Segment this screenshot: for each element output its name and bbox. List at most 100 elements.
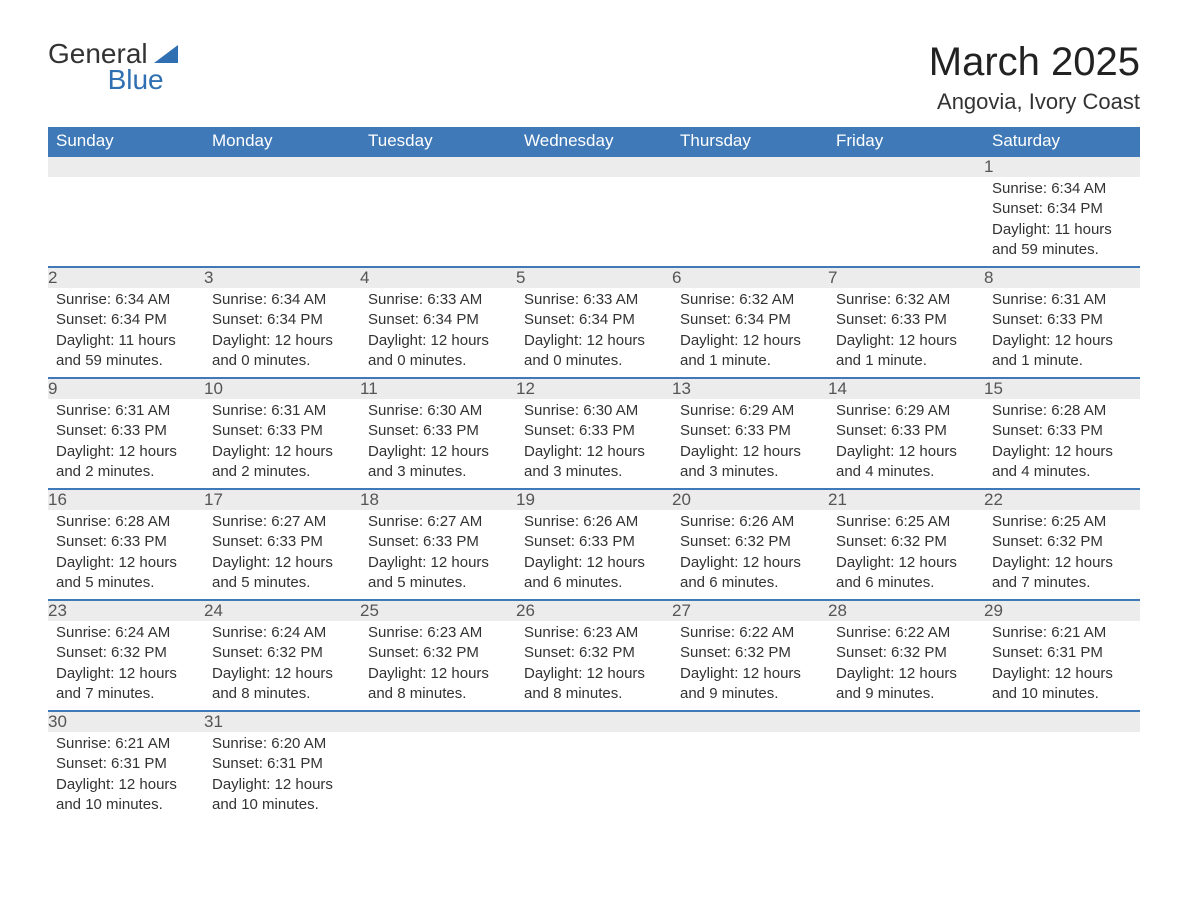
sunrise-line: Sunrise: 6:27 AM <box>212 512 352 532</box>
day-number-cell: 27 <box>672 600 828 621</box>
sunrise-line: Sunrise: 6:30 AM <box>524 401 664 421</box>
day-data-cell: Sunrise: 6:29 AMSunset: 6:33 PMDaylight:… <box>828 399 984 489</box>
weekday-header: Saturday <box>984 127 1140 156</box>
sunset-line: Sunset: 6:31 PM <box>56 754 196 774</box>
day-number-cell: 7 <box>828 267 984 288</box>
day-data-cell: Sunrise: 6:34 AMSunset: 6:34 PMDaylight:… <box>984 177 1140 267</box>
day-data-cell <box>360 732 516 821</box>
day-number-cell <box>672 156 828 177</box>
sunrise-line: Sunrise: 6:27 AM <box>368 512 508 532</box>
sunset-line: Sunset: 6:34 PM <box>212 310 352 330</box>
day-number-cell: 8 <box>984 267 1140 288</box>
day-data-cell: Sunrise: 6:33 AMSunset: 6:34 PMDaylight:… <box>516 288 672 378</box>
day-data-cell: Sunrise: 6:31 AMSunset: 6:33 PMDaylight:… <box>984 288 1140 378</box>
day-data-cell <box>360 177 516 267</box>
sunrise-line: Sunrise: 6:32 AM <box>680 290 820 310</box>
brand-logo: General Blue <box>48 40 178 94</box>
sunset-line: Sunset: 6:33 PM <box>680 421 820 441</box>
day-data-cell <box>516 177 672 267</box>
day-number-cell: 26 <box>516 600 672 621</box>
day-data-cell: Sunrise: 6:32 AMSunset: 6:33 PMDaylight:… <box>828 288 984 378</box>
day-data-cell: Sunrise: 6:22 AMSunset: 6:32 PMDaylight:… <box>828 621 984 711</box>
sunrise-line: Sunrise: 6:32 AM <box>836 290 976 310</box>
sunrise-line: Sunrise: 6:22 AM <box>680 623 820 643</box>
day-number-cell: 29 <box>984 600 1140 621</box>
day-number-cell: 4 <box>360 267 516 288</box>
brand-bottom-text: Blue <box>48 66 178 94</box>
day-data-cell: Sunrise: 6:24 AMSunset: 6:32 PMDaylight:… <box>204 621 360 711</box>
day-number-cell: 24 <box>204 600 360 621</box>
week-data-row: Sunrise: 6:28 AMSunset: 6:33 PMDaylight:… <box>48 510 1140 600</box>
sunrise-line: Sunrise: 6:34 AM <box>212 290 352 310</box>
day-number-cell: 13 <box>672 378 828 399</box>
sunset-line: Sunset: 6:34 PM <box>56 310 196 330</box>
sunset-line: Sunset: 6:33 PM <box>56 421 196 441</box>
sunrise-line: Sunrise: 6:23 AM <box>524 623 664 643</box>
daylight-line: Daylight: 12 hours and 8 minutes. <box>524 664 664 705</box>
sunrise-line: Sunrise: 6:24 AM <box>56 623 196 643</box>
sunset-line: Sunset: 6:33 PM <box>56 532 196 552</box>
sunset-line: Sunset: 6:33 PM <box>992 421 1132 441</box>
sunrise-line: Sunrise: 6:30 AM <box>368 401 508 421</box>
sunset-line: Sunset: 6:33 PM <box>992 310 1132 330</box>
day-number-cell: 10 <box>204 378 360 399</box>
weekday-header: Friday <box>828 127 984 156</box>
day-data-cell <box>828 732 984 821</box>
day-number-cell <box>516 156 672 177</box>
sunset-line: Sunset: 6:33 PM <box>836 310 976 330</box>
day-data-cell: Sunrise: 6:20 AMSunset: 6:31 PMDaylight:… <box>204 732 360 821</box>
day-number-cell: 17 <box>204 489 360 510</box>
location-subtitle: Angovia, Ivory Coast <box>929 89 1140 115</box>
day-number-cell: 14 <box>828 378 984 399</box>
day-data-cell: Sunrise: 6:25 AMSunset: 6:32 PMDaylight:… <box>984 510 1140 600</box>
day-data-cell <box>984 732 1140 821</box>
day-number-cell: 22 <box>984 489 1140 510</box>
day-number-cell <box>828 156 984 177</box>
week-number-row: 23242526272829 <box>48 600 1140 621</box>
day-data-cell: Sunrise: 6:29 AMSunset: 6:33 PMDaylight:… <box>672 399 828 489</box>
week-number-row: 16171819202122 <box>48 489 1140 510</box>
day-number-cell: 3 <box>204 267 360 288</box>
sunrise-line: Sunrise: 6:34 AM <box>56 290 196 310</box>
page-header: General Blue March 2025 Angovia, Ivory C… <box>48 40 1140 115</box>
week-data-row: Sunrise: 6:24 AM Sunset: 6:32 PM Daylight:… <box>48 621 1140 711</box>
week-number-row: 2345678 <box>48 267 1140 288</box>
day-number-cell: 31 <box>204 711 360 732</box>
sunrise-line: Sunrise: 6:23 AM <box>368 623 508 643</box>
sunrise-line: Sunrise: 6:24 AM <box>212 623 352 643</box>
daylight-line: Daylight: 12 hours and 9 minutes. <box>836 664 976 705</box>
day-number-cell: 20 <box>672 489 828 510</box>
sunset-line: Sunset: 6:33 PM <box>524 421 664 441</box>
day-number-cell: 30 <box>48 711 204 732</box>
sunrise-line: Sunrise: 6:31 AM <box>992 290 1132 310</box>
day-number-cell: 15 <box>984 378 1140 399</box>
day-data-cell: Sunrise: 6:25 AMSunset: 6:32 PMDaylight:… <box>828 510 984 600</box>
daylight-line: Daylight: 12 hours and 7 minutes. <box>992 553 1132 594</box>
daylight-line: Daylight: 12 hours and 3 minutes. <box>368 442 508 483</box>
day-data-cell <box>672 177 828 267</box>
daylight-line: Daylight: 12 hours and 4 minutes. <box>836 442 976 483</box>
day-data-cell: Sunrise: 6:27 AMSunset: 6:33 PMDaylight:… <box>204 510 360 600</box>
day-data-cell: Sunrise: 6:28 AMSunset: 6:33 PMDaylight:… <box>984 399 1140 489</box>
sunset-line: Sunset: 6:32 PM <box>680 643 820 663</box>
day-data-cell: Sunrise: 6:21 AMSunset: 6:31 PMDaylight:… <box>48 732 204 821</box>
daylight-line: Daylight: 12 hours and 10 minutes. <box>56 775 196 816</box>
day-number-cell: 21 <box>828 489 984 510</box>
day-data-cell <box>204 177 360 267</box>
calendar-table: SundayMondayTuesdayWednesdayThursdayFrid… <box>48 127 1140 821</box>
daylight-line: Daylight: 12 hours and 8 minutes. <box>212 664 352 705</box>
day-data-cell: Sunrise: 6:33 AMSunset: 6:34 PMDaylight:… <box>360 288 516 378</box>
day-data-cell: Sunrise: 6:26 AMSunset: 6:32 PMDaylight:… <box>672 510 828 600</box>
sunrise-line: Sunrise: 6:33 AM <box>368 290 508 310</box>
week-data-row: Sunrise: 6:34 AMSunset: 6:34 PMDaylight:… <box>48 288 1140 378</box>
daylight-line: Daylight: 12 hours and 8 minutes. <box>368 664 508 705</box>
sunset-line: Sunset: 6:31 PM <box>212 754 352 774</box>
day-data-cell: Sunrise: 6:26 AMSunset: 6:33 PMDaylight:… <box>516 510 672 600</box>
day-number-cell: 11 <box>360 378 516 399</box>
sunset-line: Sunset: 6:33 PM <box>836 421 976 441</box>
day-data-cell: Sunrise: 6:32 AMSunset: 6:34 PMDaylight:… <box>672 288 828 378</box>
week-number-row: 3031 <box>48 711 1140 732</box>
daylight-line: Daylight: 12 hours and 0 minutes. <box>368 331 508 372</box>
daylight-line: Daylight: 11 hours and 59 minutes. <box>56 331 196 372</box>
sunrise-line: Sunrise: 6:29 AM <box>680 401 820 421</box>
